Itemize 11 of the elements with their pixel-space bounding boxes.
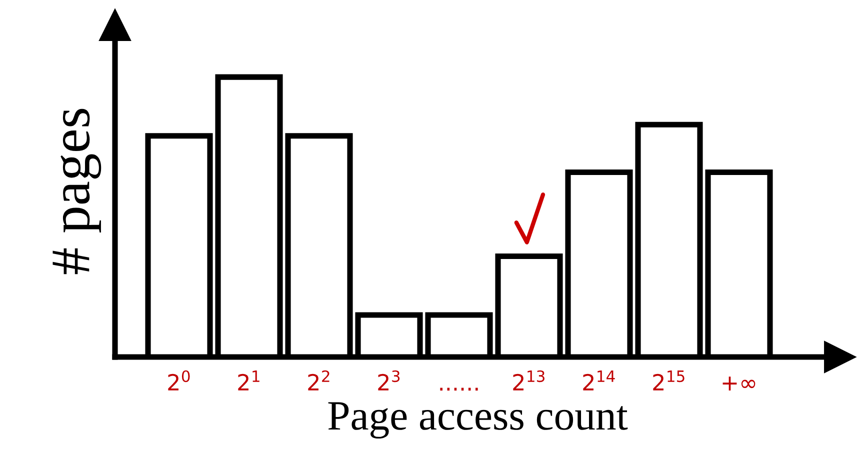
x-tick-label: ...... [440, 388, 478, 391]
y-axis-title: # pages [52, 108, 102, 274]
x-tick-label: 2$^{15}$ [653, 370, 684, 390]
x-tick-label: 2$^{14}$ [583, 370, 615, 390]
x-tick-label: +∞ [722, 376, 756, 391]
x-tick-label: 2$^{2}$ [308, 370, 330, 390]
x-axis-title: Page access count [328, 402, 628, 439]
x-tick-label: 2$^{0}$ [168, 370, 190, 390]
x-tick-label: 2$^{1}$ [238, 370, 260, 390]
x-tick-label: 2$^{13}$ [513, 370, 544, 390]
x-tick-label: 2$^{3}$ [378, 370, 400, 390]
